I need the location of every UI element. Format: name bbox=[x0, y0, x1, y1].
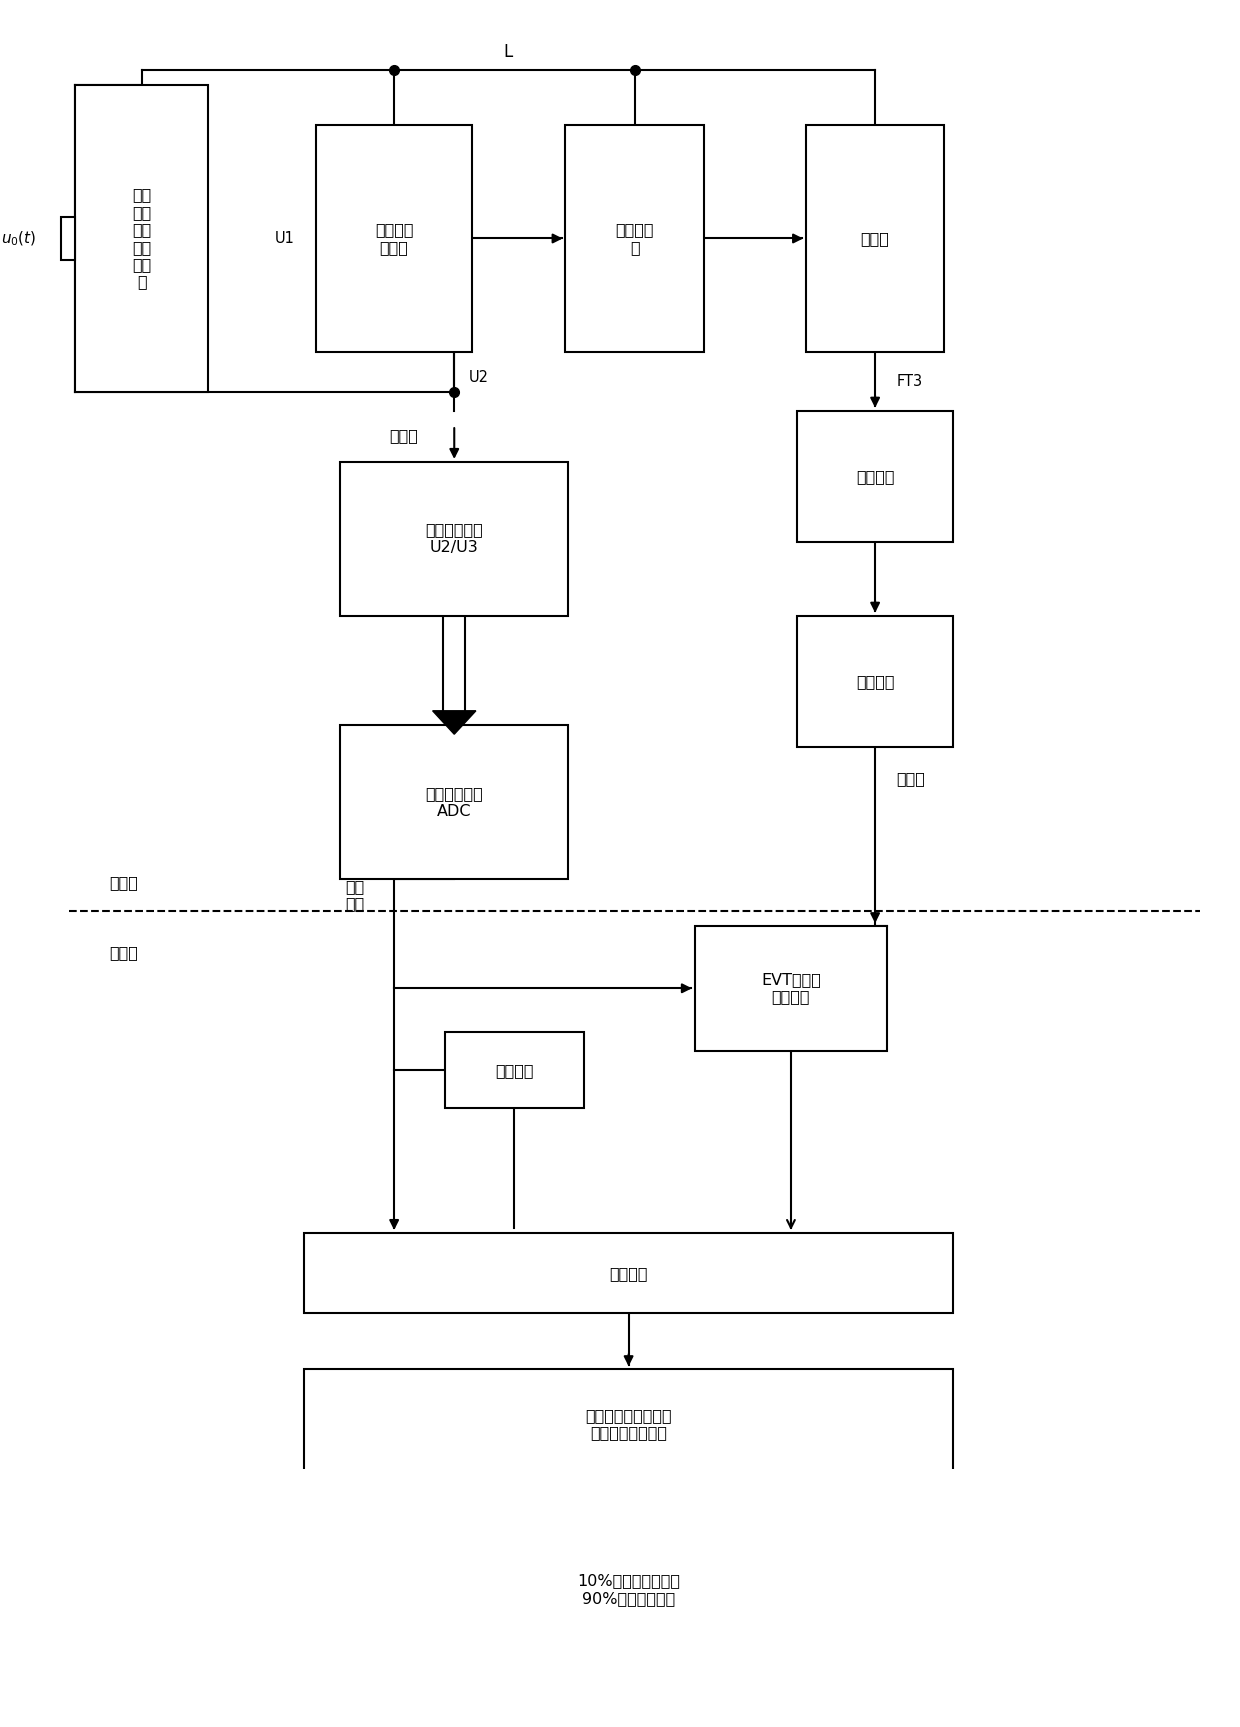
Bar bbox=[806, 124, 944, 352]
Text: FT3: FT3 bbox=[897, 373, 923, 389]
Text: 被测量: 被测量 bbox=[897, 770, 925, 786]
Text: 直流
暂态
阶跃
电压
发生
器: 直流 暂态 阶跃 电压 发生 器 bbox=[131, 188, 151, 290]
Text: 精密电阻
分压器: 精密电阻 分压器 bbox=[374, 223, 413, 254]
Text: 10%时刻计算模块、
90%时刻计算模块: 10%时刻计算模块、 90%时刻计算模块 bbox=[577, 1573, 680, 1606]
Text: 直流分压
器: 直流分压 器 bbox=[615, 223, 653, 254]
Text: $u_0(t)$: $u_0(t)$ bbox=[1, 230, 37, 247]
Text: 电阻盒: 电阻盒 bbox=[861, 231, 889, 245]
Text: 高压侧: 高压侧 bbox=[109, 874, 138, 889]
Text: 合并单元: 合并单元 bbox=[856, 674, 894, 689]
Text: 二次分压回路
U2/U3: 二次分压回路 U2/U3 bbox=[425, 523, 484, 554]
Text: 远端模块: 远端模块 bbox=[856, 470, 894, 484]
Bar bbox=[61, 216, 76, 261]
Bar bbox=[565, 124, 704, 352]
Bar bbox=[797, 411, 954, 542]
Text: EVT数字量
接收模块: EVT数字量 接收模块 bbox=[761, 972, 821, 1005]
Bar bbox=[304, 1370, 954, 1478]
Text: 光纤
通信: 光纤 通信 bbox=[345, 879, 365, 912]
Text: 标准源: 标准源 bbox=[389, 428, 418, 442]
Bar bbox=[76, 85, 208, 392]
Text: 时钟模块: 时钟模块 bbox=[495, 1062, 533, 1078]
Text: 阶跃高值计算模块、
阶跃低值计算模块: 阶跃高值计算模块、 阶跃低值计算模块 bbox=[585, 1408, 672, 1440]
Text: L: L bbox=[503, 43, 513, 62]
Bar bbox=[694, 926, 887, 1050]
Bar bbox=[797, 615, 954, 748]
Text: U1: U1 bbox=[274, 231, 294, 245]
Bar bbox=[340, 725, 568, 879]
Polygon shape bbox=[433, 712, 476, 734]
Text: 录波模块: 录波模块 bbox=[609, 1266, 647, 1281]
Bar bbox=[445, 1033, 584, 1109]
Bar bbox=[304, 1233, 954, 1314]
Text: U2: U2 bbox=[469, 370, 489, 385]
Bar bbox=[304, 1699, 954, 1727]
Bar bbox=[316, 124, 472, 352]
Bar bbox=[340, 461, 568, 615]
Text: 低压侧: 低压侧 bbox=[109, 945, 138, 960]
Bar bbox=[304, 1535, 954, 1644]
Text: 信号调理回路
ADC: 信号调理回路 ADC bbox=[425, 786, 484, 819]
